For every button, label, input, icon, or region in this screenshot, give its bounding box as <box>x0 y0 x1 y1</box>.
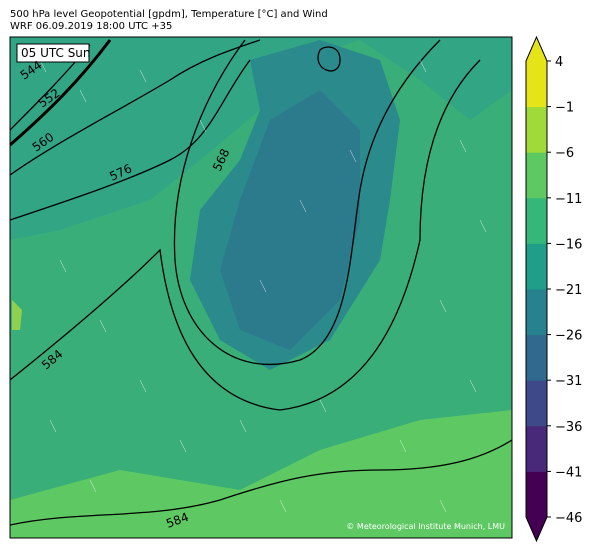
colorbar-tick-label: −21 <box>555 283 582 298</box>
colorbar-tick-label: −46 <box>555 511 582 526</box>
credit: © Meteorological Institute Munich, LMU <box>346 522 505 531</box>
colorbar-tick-label: −6 <box>555 146 574 161</box>
subtitle: WRF 06.09.2019 18:00 UTC +35 <box>10 21 172 32</box>
colorbar-band <box>526 243 547 290</box>
colorbar: 4 −1 −6 −11 −16 −21 −26 −31 −36 −41 −46 <box>525 35 582 543</box>
colorbar-tick-label: −41 <box>555 465 582 480</box>
colorbar-band <box>526 106 547 153</box>
title: 500 hPa level Geopotential [gpdm], Tempe… <box>10 9 328 20</box>
colorbar-tick-label: −1 <box>555 101 574 116</box>
colorbar-band <box>526 471 547 518</box>
colorbar-band <box>526 289 547 336</box>
colorbar-extend-bottom <box>526 517 547 541</box>
colorbar-band <box>526 425 547 472</box>
map: 05 UTC Sun 544 552 560 576 568 584 584 ©… <box>9 36 513 539</box>
time-label: 05 UTC Sun <box>21 46 91 60</box>
colorbar-tick-label: −31 <box>555 374 582 389</box>
colorbar-tick-label: −11 <box>555 192 582 207</box>
colorbar-band <box>526 197 547 244</box>
colorbar-band <box>526 61 547 108</box>
colorbar-band <box>526 380 547 427</box>
colorbar-extend-top <box>526 37 547 61</box>
colorbar-band <box>526 152 547 199</box>
colorbar-tick-label: −16 <box>555 237 582 252</box>
colorbar-tick-label: 4 <box>555 55 563 70</box>
colorbar-tick-label: −36 <box>555 420 582 435</box>
colorbar-tick-label: −26 <box>555 329 582 344</box>
colorbar-band <box>526 334 547 381</box>
